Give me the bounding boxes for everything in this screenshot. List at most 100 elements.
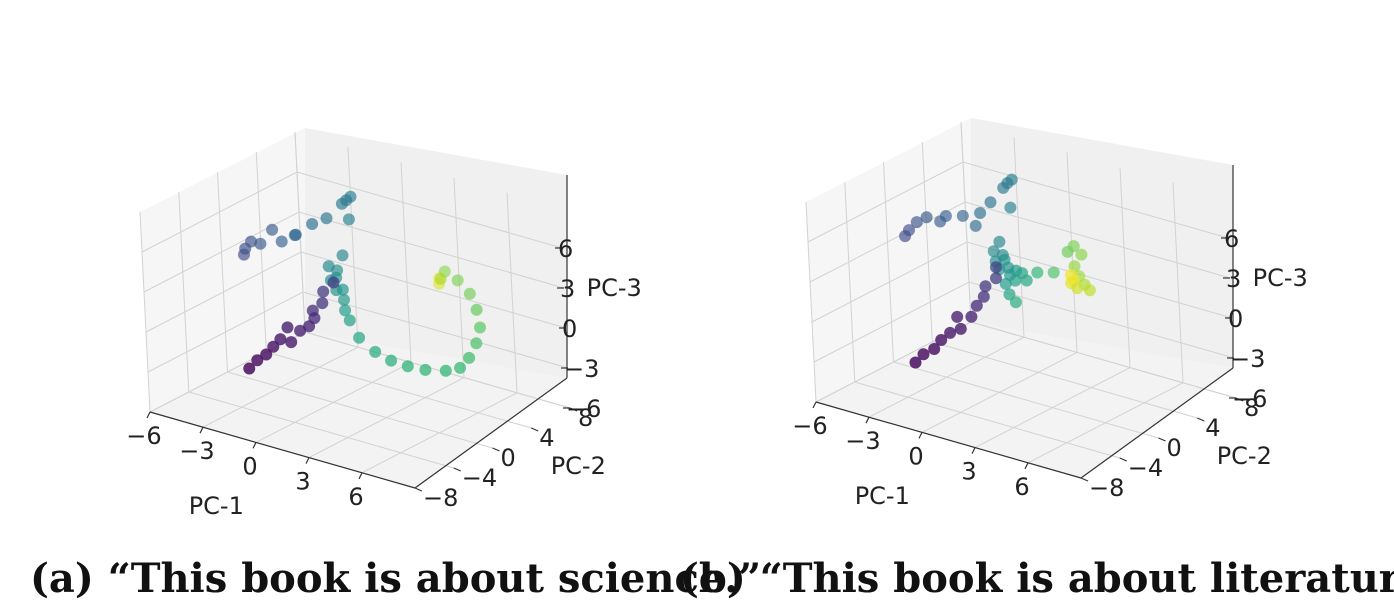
- data-point: [463, 351, 476, 364]
- y-tick-mark: [1197, 417, 1205, 422]
- data-point: [965, 310, 978, 323]
- data-point: [969, 219, 982, 232]
- data-point: [909, 356, 922, 369]
- data-point: [1009, 274, 1022, 287]
- z-gridline: [807, 161, 1229, 243]
- y-tick-mark: [492, 447, 500, 452]
- data-point: [385, 354, 398, 367]
- x-tick-mark: [918, 432, 923, 439]
- data-point: [910, 216, 923, 229]
- data-point: [956, 209, 969, 222]
- data-point: [451, 274, 464, 287]
- x-tick-label: −3: [845, 427, 880, 455]
- x-tick-mark: [865, 416, 870, 424]
- z-tick-label: 6: [558, 235, 573, 263]
- data-point: [327, 276, 340, 289]
- data-point: [251, 354, 264, 367]
- data-point: [266, 223, 279, 236]
- data-point: [281, 321, 294, 334]
- data-point: [1031, 266, 1044, 279]
- x-tick-mark: [146, 411, 151, 419]
- data-point: [294, 324, 307, 337]
- x-tick-label: 6: [348, 483, 363, 511]
- y-tick-mark: [1080, 477, 1089, 482]
- data-point: [1083, 284, 1096, 297]
- data-point: [275, 235, 288, 248]
- y-tick-label: −4: [462, 464, 497, 492]
- data-point: [944, 326, 957, 339]
- z-tick-label: −3: [1230, 345, 1265, 373]
- data-point: [977, 290, 990, 303]
- y-tick-mark: [453, 467, 461, 472]
- z-tick-label: 3: [560, 275, 575, 303]
- data-point: [990, 261, 1002, 274]
- z-tick-label: 0: [562, 315, 577, 343]
- data-point: [335, 197, 348, 210]
- x-tick-label: 6: [1014, 473, 1029, 501]
- x-axis-label: PC-1: [855, 482, 910, 510]
- data-point: [1004, 201, 1017, 214]
- z-tick-label: −3: [564, 355, 599, 383]
- data-point: [1061, 245, 1074, 258]
- z-tick-label: 3: [1226, 265, 1241, 293]
- z-gridline: [145, 251, 567, 333]
- x-tick-label: 3: [961, 458, 976, 486]
- y-axis-line: [414, 377, 568, 489]
- data-point: [1071, 282, 1084, 295]
- x-tick-mark: [971, 447, 976, 454]
- x-tick-label: 0: [908, 442, 923, 470]
- y-tick-label: −8: [423, 484, 458, 512]
- data-point: [993, 235, 1006, 248]
- y-axis-line: [1080, 367, 1234, 479]
- y-axis-label: PC-2: [1217, 442, 1272, 470]
- y-tick-mark: [1158, 437, 1166, 442]
- y-tick-label: 4: [1205, 414, 1220, 442]
- data-point: [306, 218, 319, 230]
- x-tick-mark: [358, 472, 363, 480]
- data-point: [285, 336, 298, 349]
- data-point: [339, 304, 352, 317]
- z-gridline: [143, 211, 565, 293]
- data-point: [336, 249, 349, 262]
- x-tick-label: 3: [295, 468, 310, 496]
- y-tick-label: −4: [1128, 454, 1163, 482]
- data-point: [974, 207, 987, 219]
- data-point: [303, 320, 316, 333]
- z-gridline: [813, 281, 1235, 363]
- data-point: [920, 211, 933, 224]
- data-point: [470, 303, 483, 316]
- y-tick-label: −8: [1089, 474, 1124, 502]
- data-point: [267, 340, 280, 353]
- data-point: [454, 361, 467, 374]
- data-point: [401, 360, 414, 373]
- data-point: [353, 331, 366, 344]
- z-axis-label: PC-3: [587, 274, 642, 302]
- x-tick-mark: [812, 401, 817, 409]
- data-point: [434, 272, 447, 285]
- y-tick-mark: [569, 407, 578, 412]
- y-tick-mark: [1119, 457, 1127, 462]
- x-tick-mark: [1024, 462, 1029, 470]
- data-point: [917, 348, 930, 361]
- data-point: [320, 212, 333, 225]
- data-point: [243, 362, 256, 375]
- data-point: [987, 245, 1000, 258]
- data-point: [338, 293, 350, 306]
- data-point: [274, 333, 287, 346]
- data-point: [316, 297, 329, 310]
- data-point: [342, 213, 355, 226]
- data-point: [1047, 266, 1060, 279]
- y-tick-mark: [531, 427, 539, 432]
- z-tick-label: 0: [1228, 305, 1243, 333]
- x-tick-label: −6: [792, 412, 827, 440]
- data-point: [439, 364, 452, 377]
- x-tick-label: −6: [126, 422, 161, 450]
- data-point: [1020, 274, 1033, 287]
- data-point: [474, 321, 486, 334]
- data-point: [935, 334, 948, 346]
- x-axis-line: [815, 401, 1082, 479]
- data-point: [289, 228, 302, 241]
- data-point: [1009, 296, 1022, 309]
- x-tick-label: 0: [242, 452, 257, 480]
